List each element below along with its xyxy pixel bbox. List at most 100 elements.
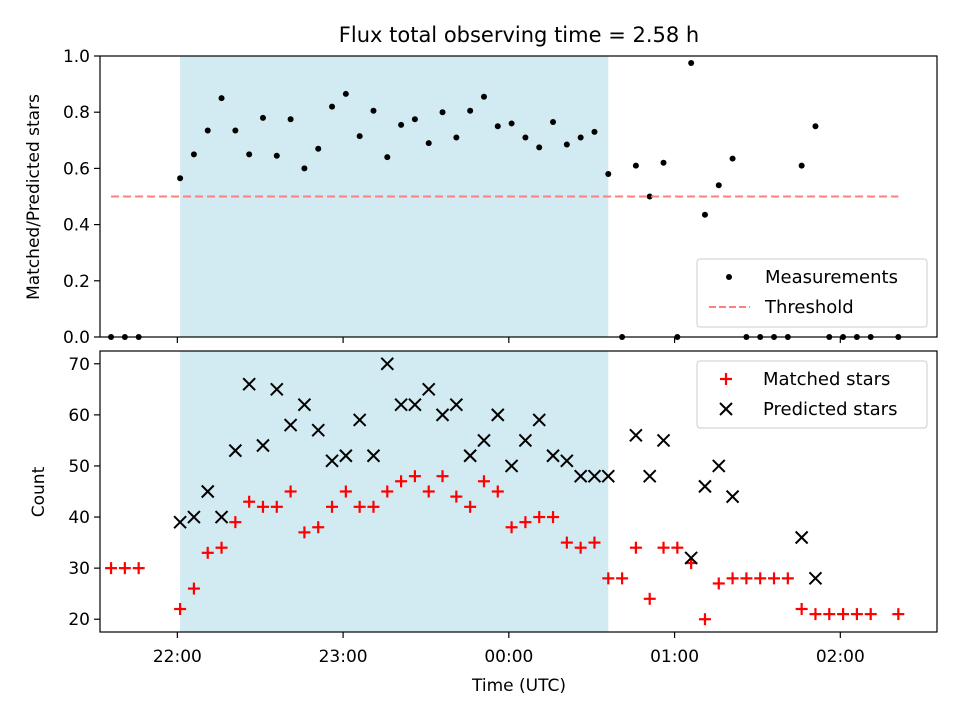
predicted-point (656, 433, 671, 448)
ratio-legend: Measurements Threshold (696, 258, 928, 328)
y-tick-label: 60 (68, 406, 90, 426)
y-tick-label: 0.2 (63, 272, 90, 292)
y-tick-label: 20 (68, 610, 90, 630)
measurement-point (577, 134, 584, 141)
y-tick-label: 70 (68, 355, 90, 375)
matched-point (754, 572, 767, 585)
predicted-point (560, 454, 574, 468)
measurement-point (522, 134, 529, 141)
measurement-point (798, 162, 805, 169)
matched-point (105, 562, 118, 575)
predicted-point (629, 428, 643, 443)
matched-point (464, 500, 477, 513)
measurements-legend-marker (726, 274, 732, 280)
matched-point (740, 572, 753, 585)
predicted-point (422, 382, 436, 397)
matched-point (809, 608, 822, 621)
predicted-point (601, 469, 615, 483)
matched-point (201, 546, 214, 559)
predicted-point (394, 397, 408, 412)
predicted-point (325, 454, 339, 468)
count-plot-frame (99, 350, 938, 633)
predicted-point (435, 408, 450, 422)
y-tick-label: 0.0 (63, 328, 90, 348)
measurements-legend-label: Measurements (765, 267, 898, 288)
matched-point (284, 485, 297, 498)
matched-point (850, 608, 863, 621)
y-tick-label: 30 (68, 559, 90, 579)
measurement-point (287, 116, 294, 123)
predicted-legend-label: Predicted stars (763, 399, 897, 420)
predicted-point (311, 423, 325, 437)
matched-point (450, 490, 463, 503)
predicted-point (573, 469, 588, 483)
predicted-point (808, 571, 823, 586)
y-tick-label: 0.6 (63, 159, 90, 179)
predicted-point (532, 413, 546, 427)
predicted-point (463, 449, 477, 463)
measurement-point (356, 133, 363, 140)
predicted-point (297, 397, 312, 412)
measurement-point (605, 171, 612, 178)
measurement-point (177, 175, 184, 182)
y-tick-label: 40 (68, 508, 90, 528)
predicted-point (449, 397, 464, 412)
x-tick-label: 00:00 (484, 647, 533, 667)
y-tick-label: 0.8 (63, 103, 90, 123)
matched-point (643, 592, 656, 605)
measurement-point (729, 155, 736, 162)
predicted-point (794, 530, 809, 545)
matched-point (187, 582, 200, 595)
ratio-y-axis-label: Matched/Predicted stars (24, 94, 44, 300)
predicted-point (339, 449, 353, 463)
matched-point (270, 500, 283, 513)
measurement-point (370, 107, 377, 114)
measurement-point (411, 116, 418, 123)
predicted-point (366, 449, 381, 463)
predicted-point (684, 551, 698, 565)
matched-point (256, 500, 269, 513)
matched-point (533, 511, 546, 524)
count-legend-box (696, 360, 928, 429)
matched-point (243, 495, 256, 508)
measurement-point (701, 211, 708, 218)
matched-point (118, 562, 131, 575)
matched-point (629, 541, 642, 554)
measurement-point (246, 151, 253, 158)
matched-point (312, 521, 325, 534)
matched-point (422, 485, 435, 498)
predicted-point (725, 489, 740, 504)
matched-point (367, 500, 380, 513)
predicted-point (518, 433, 533, 448)
matched-point (505, 521, 518, 534)
measurement-point (508, 120, 515, 127)
matched-point (132, 562, 145, 575)
predicted-legend-marker (719, 402, 733, 416)
matched-point (795, 603, 808, 616)
chart-title: Flux total observing time = 2.58 h (339, 23, 699, 47)
predicted-point (587, 469, 602, 483)
matched-point (339, 485, 352, 498)
matched-point (616, 572, 629, 585)
matched-point (477, 475, 490, 488)
measurement-point (467, 107, 474, 114)
matched-point (657, 541, 670, 554)
measurement-point (384, 154, 391, 161)
matched-point (837, 608, 850, 621)
measurement-point (218, 95, 225, 102)
x-tick-label: 02:00 (816, 647, 865, 667)
predicted-point (698, 479, 712, 494)
predicted-point (408, 397, 422, 412)
measurement-point (688, 60, 695, 67)
predicted-point (712, 459, 726, 473)
measurement-point (494, 123, 501, 130)
predicted-point (228, 443, 243, 458)
count-y-axis-label: Count (29, 466, 49, 517)
matched-point (602, 572, 615, 585)
measurement-point (315, 145, 322, 152)
y-tick-label: 50 (68, 457, 90, 477)
predicted-point (256, 438, 270, 453)
measurement-point (550, 119, 557, 126)
measurement-point (591, 128, 598, 135)
measurement-point (646, 193, 653, 200)
